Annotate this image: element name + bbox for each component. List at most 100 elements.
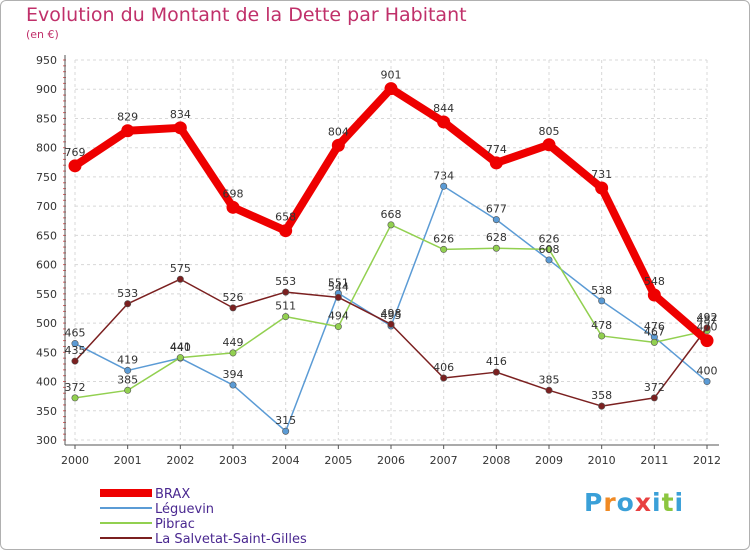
data-label-la-salvetat-saint-gilles-2001: 533 <box>117 287 138 300</box>
point-brax-2009 <box>542 138 556 152</box>
data-label-pibrac-2010: 478 <box>591 319 612 332</box>
point-brax-2005 <box>331 138 345 152</box>
point-pibrac-2010 <box>598 332 606 340</box>
point-la-salvetat-saint-gilles-2011 <box>650 394 658 402</box>
logo-letter: x <box>634 488 652 517</box>
data-label-l-guevin-2005: 551 <box>328 276 349 289</box>
point-pibrac-2007 <box>440 245 448 253</box>
data-label-l-guevin-2010: 538 <box>591 284 612 297</box>
x-tick-label-2008: 2008 <box>482 454 510 467</box>
point-brax-2012 <box>700 334 714 348</box>
point-la-salvetat-saint-gilles-2008 <box>492 368 500 376</box>
data-label-la-salvetat-saint-gilles-2012: 492 <box>697 311 718 324</box>
data-label-brax-2000: 769 <box>65 146 86 159</box>
x-tick-label-2006: 2006 <box>377 454 405 467</box>
x-tick-label-2005: 2005 <box>324 454 352 467</box>
y-tick-label-400: 400 <box>36 376 57 389</box>
x-tick-label-2011: 2011 <box>640 454 668 467</box>
data-label-pibrac-2011: 467 <box>644 325 665 338</box>
data-label-l-guevin-2001: 419 <box>117 353 138 366</box>
chart-title: Evolution du Montant de la Dette par Hab… <box>26 4 467 26</box>
y-tick-label-900: 900 <box>36 83 57 96</box>
y-tick-label-500: 500 <box>36 317 57 330</box>
data-label-pibrac-2001: 385 <box>117 373 138 386</box>
data-label-brax-2001: 829 <box>117 111 138 124</box>
data-label-la-salvetat-saint-gilles-2010: 358 <box>591 389 612 402</box>
data-label-l-guevin-2007: 734 <box>433 169 454 182</box>
proxiti-logo: Proxiti <box>584 488 684 517</box>
logo-letter: r <box>603 488 617 517</box>
x-tick-label-2001: 2001 <box>114 454 142 467</box>
y-tick-label-950: 950 <box>36 54 57 67</box>
y-tick-label-800: 800 <box>36 142 57 155</box>
data-label-pibrac-2007: 626 <box>433 232 454 245</box>
point-brax-2000 <box>68 159 82 173</box>
data-label-brax-2006: 901 <box>381 69 402 82</box>
x-tick-label-2004: 2004 <box>272 454 300 467</box>
y-tick-label-750: 750 <box>36 171 57 184</box>
point-brax-2007 <box>437 115 451 129</box>
data-label-l-guevin-2011: 476 <box>644 320 665 333</box>
data-label-pibrac-2008: 628 <box>486 231 507 244</box>
point-pibrac-2009 <box>545 245 553 253</box>
chart-subtitle: (en €) <box>26 28 59 41</box>
logo-letter: i <box>674 488 685 517</box>
point-la-salvetat-saint-gilles-2000 <box>71 357 79 365</box>
x-tick-label-2009: 2009 <box>535 454 563 467</box>
data-label-l-guevin-2006: 495 <box>381 309 402 322</box>
y-tick-label-300: 300 <box>36 434 57 447</box>
point-la-salvetat-saint-gilles-2001 <box>124 300 132 308</box>
point-pibrac-2008 <box>492 244 500 252</box>
data-label-l-guevin-2012: 400 <box>697 365 718 378</box>
x-tick-label-2000: 2000 <box>61 454 89 467</box>
point-la-salvetat-saint-gilles-2005 <box>334 293 342 301</box>
y-tick-label-550: 550 <box>36 288 57 301</box>
data-label-l-guevin-2002: 440 <box>170 341 191 354</box>
data-label-brax-2009: 805 <box>539 125 560 138</box>
y-tick-label-600: 600 <box>36 259 57 272</box>
point-la-salvetat-saint-gilles-2006 <box>387 320 395 328</box>
point-l-guevin-2009 <box>545 256 553 264</box>
point-pibrac-2003 <box>229 349 237 357</box>
data-label-la-salvetat-saint-gilles-2009: 385 <box>539 373 560 386</box>
x-tick-label-2010: 2010 <box>588 454 616 467</box>
point-pibrac-2006 <box>387 221 395 229</box>
legend-label-pibrac: Pibrac <box>155 517 195 532</box>
data-label-pibrac-2002: 441 <box>170 341 191 354</box>
point-pibrac-2001 <box>124 386 132 394</box>
y-tick-label-350: 350 <box>36 405 57 418</box>
point-brax-2004 <box>279 224 293 238</box>
point-l-guevin-2007 <box>440 182 448 190</box>
point-brax-2008 <box>489 156 503 170</box>
point-pibrac-2004 <box>282 313 290 321</box>
data-label-brax-2005: 804 <box>328 125 349 138</box>
point-la-salvetat-saint-gilles-2003 <box>229 304 237 312</box>
point-l-guevin-2003 <box>229 381 237 389</box>
x-tick-label-2012: 2012 <box>693 454 721 467</box>
point-pibrac-2002 <box>176 354 184 362</box>
data-label-la-salvetat-saint-gilles-2006: 498 <box>381 307 402 320</box>
point-pibrac-2000 <box>71 394 79 402</box>
data-label-la-salvetat-saint-gilles-2011: 372 <box>644 381 665 394</box>
point-la-salvetat-saint-gilles-2009 <box>545 386 553 394</box>
point-l-guevin-2010 <box>598 297 606 305</box>
data-label-brax-2011: 548 <box>644 275 665 288</box>
logo-letter: i <box>652 488 662 517</box>
data-label-la-salvetat-saint-gilles-2008: 416 <box>486 355 507 368</box>
point-brax-2006 <box>384 82 398 96</box>
data-label-l-guevin-2009: 608 <box>539 243 560 256</box>
point-la-salvetat-saint-gilles-2002 <box>176 275 184 283</box>
data-label-la-salvetat-saint-gilles-2003: 526 <box>223 291 244 304</box>
data-label-l-guevin-2003: 394 <box>223 368 244 381</box>
data-label-l-guevin-2004: 315 <box>275 414 296 427</box>
point-la-salvetat-saint-gilles-2007 <box>440 374 448 382</box>
y-tick-label-700: 700 <box>36 200 57 213</box>
logo-letter: o <box>616 488 635 517</box>
point-l-guevin-2012 <box>703 378 711 386</box>
legend-label-la-salvetat-saint-gilles: La Salvetat-Saint-Gilles <box>155 532 307 547</box>
data-label-brax-2008: 774 <box>486 143 507 156</box>
data-label-pibrac-2006: 668 <box>381 208 402 221</box>
data-label-brax-2004: 658 <box>275 211 296 224</box>
